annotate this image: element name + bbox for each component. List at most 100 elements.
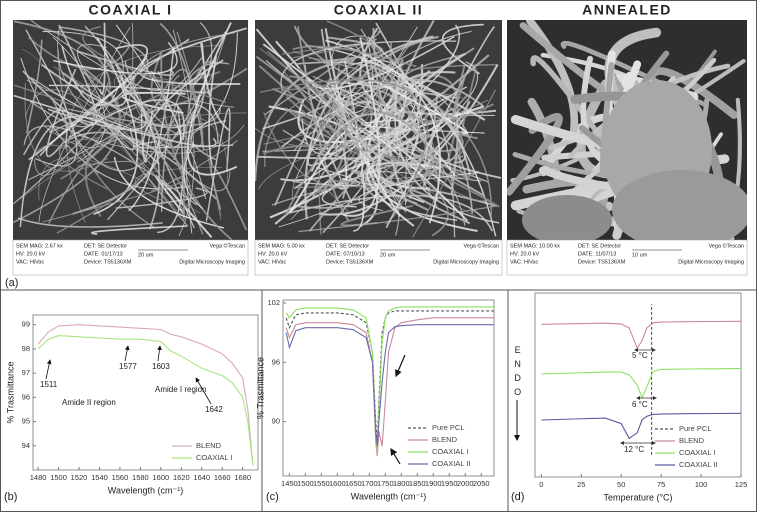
annotation-arrow	[124, 345, 130, 362]
image-info: HV: 20.0 kV	[510, 251, 539, 257]
scale-label: 20 um	[138, 252, 154, 258]
fiber	[144, 68, 192, 132]
fiber	[49, 104, 129, 132]
legend-label: COAXIAL I	[679, 448, 715, 457]
info-bar	[12, 239, 249, 276]
fiber	[57, 26, 124, 144]
annotation: 1511	[40, 380, 58, 389]
fiber	[61, 131, 217, 200]
fiber	[366, 161, 442, 227]
fiber	[47, 80, 148, 131]
fiber	[394, 75, 500, 224]
y-tick-label: 99	[22, 320, 30, 329]
blob	[612, 170, 747, 240]
series-line	[285, 324, 494, 447]
image-info: DET: SE Detector	[578, 243, 621, 249]
annotation-arrow	[195, 377, 212, 405]
fiber	[19, 115, 160, 227]
sem-image	[507, 20, 747, 240]
fiber	[33, 120, 109, 176]
fiber	[24, 83, 109, 172]
plot-frame	[32, 314, 259, 471]
annotation-arrow	[390, 447, 401, 465]
x-tick-label: 125	[735, 480, 748, 489]
x-tick-label: 1520	[71, 473, 88, 482]
x-tick-label: 1800	[393, 479, 410, 488]
image-info: Device: TS5136XM	[578, 259, 626, 265]
x-tick-label: 1620	[173, 473, 190, 482]
x-tick-label: 1950	[441, 479, 458, 488]
fiber	[91, 225, 187, 235]
panel-label: (d)	[511, 491, 524, 503]
legend-label: Pure PCL	[432, 423, 465, 432]
fiber	[182, 60, 215, 220]
fiber	[281, 101, 391, 148]
scale-label: 10 um	[632, 252, 648, 258]
y-tick-label: 96	[22, 392, 30, 401]
x-tick-label: 1600	[152, 473, 169, 482]
fiber	[56, 160, 145, 234]
image-info: DATE: 11/07/13	[578, 251, 616, 257]
fiber	[58, 137, 108, 190]
panel-label: (b)	[4, 491, 17, 503]
image-info: Device: TS5136XM	[84, 259, 132, 265]
fiber	[255, 56, 307, 101]
fiber	[160, 54, 233, 240]
fiber	[113, 73, 178, 89]
fiber	[450, 94, 478, 140]
fiber	[266, 50, 490, 202]
legend-label: BLEND	[679, 436, 705, 445]
fiber	[360, 86, 468, 222]
fiber	[39, 38, 190, 157]
x-tick-label: 1750	[377, 479, 394, 488]
image-info: SEM MAG: 5.00 kx	[258, 243, 305, 249]
x-axis-label: Temperature (°C)	[603, 492, 672, 502]
legend-label: COAXIAL I	[196, 453, 232, 462]
fiber	[95, 82, 109, 121]
y-axis-label: % Trasmittance	[5, 361, 15, 423]
x-tick-label: 75	[657, 480, 665, 489]
fiber	[441, 23, 484, 75]
annotation: Amide II region	[62, 398, 116, 407]
x-tick-label: 0	[539, 480, 543, 489]
image-info: Device: TS5136XM	[326, 259, 374, 265]
fiber	[358, 171, 480, 212]
legend-label: COAXIAL II	[432, 459, 471, 468]
fiber	[210, 164, 248, 231]
fiber	[208, 55, 217, 166]
fiber	[408, 187, 498, 225]
y-axis-label: % Trasmittance	[255, 357, 265, 419]
legend-label: BLEND	[432, 435, 458, 444]
info-bar	[506, 239, 748, 276]
fiber	[361, 58, 486, 121]
y-axis-label: ENDO	[513, 345, 523, 401]
fiber	[60, 71, 121, 180]
fiber	[412, 89, 496, 238]
x-tick-label: 1500	[297, 479, 314, 488]
fiber	[70, 73, 182, 190]
image-title: COAXIAL II	[334, 2, 423, 18]
fiber	[172, 29, 195, 237]
image-info: DET: SE Detector	[326, 243, 369, 249]
fiber	[330, 112, 412, 200]
fiber	[376, 113, 431, 190]
series-line	[541, 367, 742, 400]
annotation: 6 °C	[632, 400, 648, 409]
annotation: 1577	[119, 362, 137, 371]
image-info: VAC: HiVac	[16, 259, 44, 265]
image-title: ANNEALED	[582, 2, 672, 18]
image-info: VAC: HiVac	[258, 259, 286, 265]
fiber	[82, 25, 227, 103]
fiber	[355, 121, 424, 165]
fiber	[274, 77, 332, 206]
image-brand: Vega ©Tescan	[708, 242, 744, 249]
x-tick-label: 1660	[214, 473, 231, 482]
x-axis-label: Wavelength (cm⁻¹)	[351, 491, 426, 501]
info-bar	[254, 239, 503, 276]
y-tick-label: 95	[22, 417, 30, 426]
x-tick-label: 1650	[345, 479, 362, 488]
fiber	[16, 115, 228, 202]
fiber	[368, 76, 468, 135]
fiber	[42, 177, 188, 223]
